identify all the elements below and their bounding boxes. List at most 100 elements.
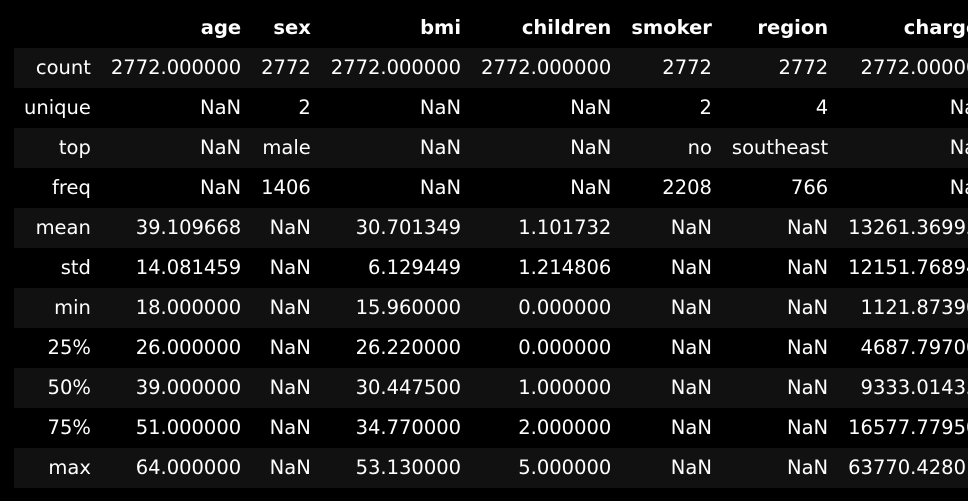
table-cell: no (687, 136, 712, 160)
table-cell: 2772 (662, 56, 712, 80)
table-cell: southeast (731, 136, 829, 160)
table-row: min 18.000000 NaN 15.960000 0.000000 NaN… (14, 288, 968, 328)
table-cell: 1121.873900 (860, 296, 968, 320)
table-cell: 64.000000 (135, 456, 242, 480)
table-cell: 2208 (662, 176, 712, 200)
table-cell: 15.960000 (355, 296, 462, 320)
column-header-children: children (471, 8, 622, 48)
table-cell: 2772.000000 (110, 56, 242, 80)
table-cell: NaN (787, 216, 829, 240)
column-header-smoker: smoker (621, 8, 722, 48)
column-header-age: age (100, 8, 252, 48)
table-cell: NaN (419, 136, 462, 160)
table-header: age sex bmi children smoker region charg… (14, 8, 968, 48)
table-cell: NaN (200, 176, 242, 200)
table-cell: 1.101732 (518, 216, 612, 240)
table-cell: NaN (200, 136, 242, 160)
table-cell: 2 (699, 96, 712, 120)
row-index-cell: mean (35, 216, 91, 240)
table-cell: 14.081459 (135, 256, 242, 280)
table-cell: 1406 (261, 176, 311, 200)
table-cell: NaN (200, 96, 242, 120)
table-cell: 0.000000 (518, 296, 612, 320)
table-cell: NaN (670, 256, 712, 280)
table-cell: NaN (570, 176, 612, 200)
row-index-cell: count (35, 56, 91, 80)
table-row: top NaN male NaN NaN no southeast NaN (14, 128, 968, 168)
table-cell: 26.000000 (135, 336, 242, 360)
table-row: std 14.081459 NaN 6.129449 1.214806 NaN … (14, 248, 968, 288)
table-cell: 16577.779500 (848, 416, 968, 440)
row-index-cell: 25% (47, 336, 91, 360)
header-row: age sex bmi children smoker region charg… (14, 8, 968, 48)
table-row: freq NaN 1406 NaN NaN 2208 766 NaN (14, 168, 968, 208)
table-cell: NaN (670, 296, 712, 320)
table-cell: 53.130000 (355, 456, 462, 480)
table-row: count 2772.000000 2772 2772.000000 2772.… (14, 48, 968, 88)
table-cell: 30.701349 (355, 216, 462, 240)
row-index-cell: max (48, 456, 91, 480)
table-cell: 6.129449 (368, 256, 462, 280)
table-cell: NaN (269, 456, 311, 480)
index-header-cell (14, 8, 101, 48)
row-index-cell: unique (24, 96, 91, 120)
row-index-cell: min (54, 296, 91, 320)
table-cell: NaN (269, 336, 311, 360)
table-cell: NaN (787, 376, 829, 400)
table-cell: 2772 (261, 56, 311, 80)
table-cell: NaN (670, 216, 712, 240)
table-cell: 1.214806 (518, 256, 612, 280)
table-cell: 26.220000 (355, 336, 462, 360)
row-index-cell: freq (52, 176, 91, 200)
table-cell: NaN (670, 336, 712, 360)
table-cell: NaN (787, 456, 829, 480)
table-cell: NaN (269, 416, 311, 440)
table-cell: 2.000000 (518, 416, 612, 440)
table-cell: NaN (787, 416, 829, 440)
column-header-charges: charges (838, 8, 968, 48)
table-cell: 2772.000000 (481, 56, 612, 80)
table-cell: 12151.768945 (848, 256, 968, 280)
describe-dataframe-table: age sex bmi children smoker region charg… (14, 8, 968, 488)
table-cell: NaN (570, 96, 612, 120)
table-cell: NaN (670, 416, 712, 440)
table-row: mean 39.109668 NaN 30.701349 1.101732 Na… (14, 208, 968, 248)
row-index-cell: 50% (47, 376, 91, 400)
table-row: 25% 26.000000 NaN 26.220000 0.000000 NaN… (14, 328, 968, 368)
table-cell: 1.000000 (518, 376, 612, 400)
column-header-sex: sex (251, 8, 321, 48)
table-cell: NaN (949, 136, 968, 160)
table-cell: NaN (419, 176, 462, 200)
table-cell: NaN (949, 176, 968, 200)
table-cell: 9333.014350 (860, 376, 968, 400)
column-header-region: region (721, 8, 839, 48)
table-cell: 39.109668 (135, 216, 242, 240)
table-cell: 34.770000 (355, 416, 462, 440)
table-cell: NaN (787, 336, 829, 360)
table-cell: 5.000000 (518, 456, 612, 480)
table-cell: NaN (787, 256, 829, 280)
table-cell: 51.000000 (135, 416, 242, 440)
table-cell: NaN (269, 256, 311, 280)
row-index-cell: std (60, 256, 91, 280)
table-cell: 63770.428010 (848, 456, 968, 480)
table-row: unique NaN 2 NaN NaN 2 4 NaN (14, 88, 968, 128)
table-cell: NaN (570, 136, 612, 160)
table-cell: male (262, 136, 311, 160)
table-cell: 4687.797000 (860, 336, 968, 360)
table-cell: 18.000000 (135, 296, 242, 320)
row-index-cell: top (58, 136, 91, 160)
column-header-bmi: bmi (320, 8, 472, 48)
table-cell: NaN (670, 376, 712, 400)
table-cell: NaN (269, 376, 311, 400)
table-cell: NaN (949, 96, 968, 120)
table-cell: NaN (419, 96, 462, 120)
table-cell: NaN (269, 296, 311, 320)
table-row: max 64.000000 NaN 53.130000 5.000000 NaN… (14, 448, 968, 488)
row-index-cell: 75% (47, 416, 91, 440)
table-cell: 2772.000000 (330, 56, 462, 80)
table-row: 75% 51.000000 NaN 34.770000 2.000000 NaN… (14, 408, 968, 448)
table-cell: 766 (790, 176, 829, 200)
table-cell: 0.000000 (518, 336, 612, 360)
